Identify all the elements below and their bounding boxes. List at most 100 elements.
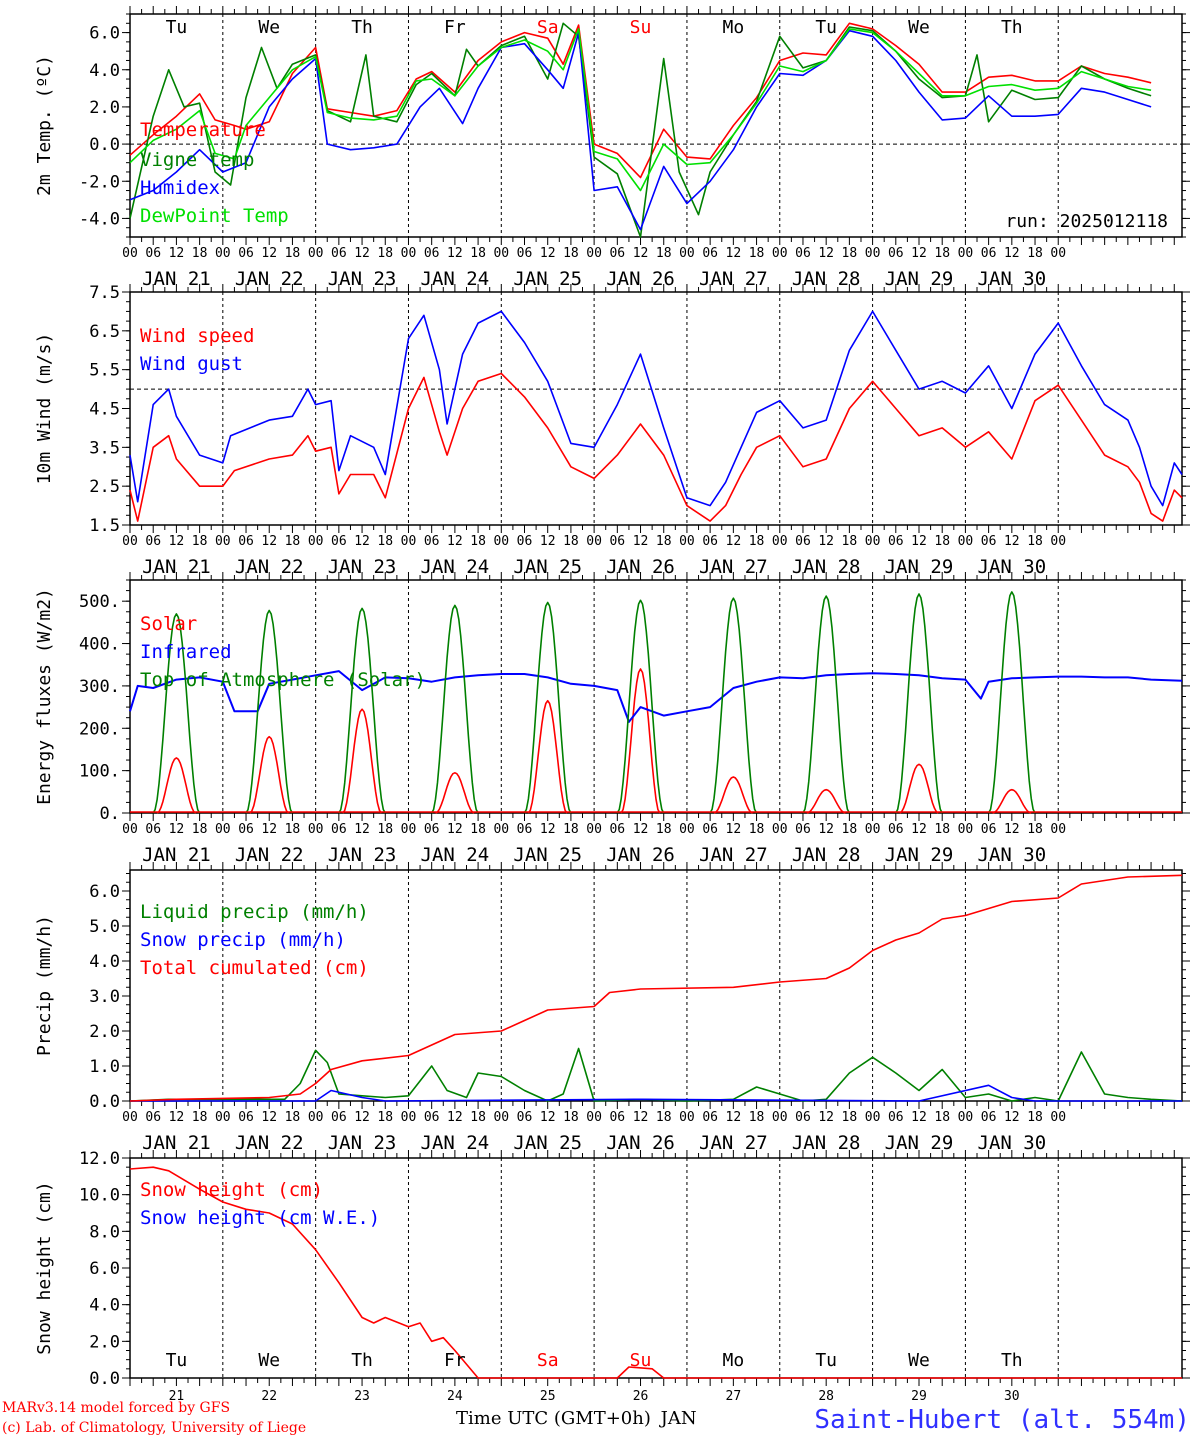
hour-tick-label: 18 bbox=[377, 822, 393, 837]
hour-tick-label: 18 bbox=[749, 1110, 765, 1125]
x-axis-label-month: JAN bbox=[659, 1408, 697, 1429]
hour-tick-label: 06 bbox=[702, 534, 718, 549]
panel-frame bbox=[129, 869, 1183, 1102]
hour-tick-label: 06 bbox=[331, 822, 347, 837]
legend-precip-1: Snow precip (mm/h) bbox=[140, 929, 346, 951]
day-number-label: 26 bbox=[633, 1389, 649, 1404]
y-tick-label: 1.5 bbox=[89, 516, 120, 536]
hour-tick-label: 06 bbox=[517, 822, 533, 837]
hour-tick-label: 00 bbox=[679, 534, 695, 549]
hour-tick-label: 06 bbox=[609, 246, 625, 261]
hour-tick-label: 12 bbox=[261, 1110, 277, 1125]
series-total-cumulated-cm bbox=[129, 874, 1183, 1102]
day-label: JAN 24 bbox=[421, 556, 490, 578]
hour-tick-label: 18 bbox=[192, 246, 208, 261]
hour-tick-label: 18 bbox=[285, 246, 301, 261]
weekday-label: Fr bbox=[444, 1350, 466, 1371]
day-number-label: 23 bbox=[354, 1389, 370, 1404]
hour-tick-label: 00 bbox=[958, 246, 974, 261]
hour-tick-label: 06 bbox=[795, 822, 811, 837]
hour-tick-label: 18 bbox=[563, 534, 579, 549]
day-label: JAN 26 bbox=[606, 1132, 675, 1154]
y-tick-label: 2.0 bbox=[89, 1022, 120, 1042]
y-tick-label: 3.0 bbox=[89, 987, 120, 1007]
hour-tick-label: 12 bbox=[447, 1110, 463, 1125]
weekday-label: Th bbox=[351, 17, 373, 38]
weekday-label: We bbox=[908, 1350, 930, 1371]
y-tick-label: 4.0 bbox=[89, 1296, 120, 1316]
hour-tick-label: 18 bbox=[934, 246, 950, 261]
day-label: JAN 24 bbox=[421, 268, 490, 290]
hour-tick-label: 00 bbox=[493, 822, 509, 837]
day-label: JAN 29 bbox=[885, 268, 954, 290]
hour-tick-label: 00 bbox=[493, 1110, 509, 1125]
hour-tick-label: 00 bbox=[401, 822, 417, 837]
hour-tick-label: 12 bbox=[818, 246, 834, 261]
hour-tick-label: 06 bbox=[981, 246, 997, 261]
hour-tick-label: 06 bbox=[888, 246, 904, 261]
y-tick-label: 4.5 bbox=[89, 400, 120, 420]
series-dewpoint-temp bbox=[129, 28, 1152, 192]
hour-tick-label: 12 bbox=[633, 534, 649, 549]
hour-tick-label: 12 bbox=[633, 822, 649, 837]
hour-tick-label: 00 bbox=[215, 534, 231, 549]
hour-tick-label: 12 bbox=[633, 1110, 649, 1125]
hour-tick-label: 12 bbox=[818, 534, 834, 549]
hour-tick-label: 06 bbox=[702, 246, 718, 261]
legend-snow-0: Snow height (cm) bbox=[140, 1179, 323, 1201]
hour-tick-label: 18 bbox=[377, 246, 393, 261]
hour-tick-label: 00 bbox=[401, 1110, 417, 1125]
y-tick-label: 12.0 bbox=[79, 1149, 120, 1169]
legend-temp-0: Temperature bbox=[140, 119, 266, 141]
hour-tick-label: 00 bbox=[958, 1110, 974, 1125]
day-label: JAN 27 bbox=[699, 844, 768, 866]
hour-tick-label: 06 bbox=[981, 1110, 997, 1125]
series-temperature bbox=[129, 22, 1152, 179]
day-label: JAN 30 bbox=[978, 268, 1047, 290]
day-label: JAN 21 bbox=[142, 1132, 211, 1154]
hour-tick-label: 06 bbox=[145, 246, 161, 261]
hour-tick-label: 06 bbox=[331, 246, 347, 261]
legend-temp-1: Vigne temp bbox=[140, 149, 254, 171]
hour-tick-label: 06 bbox=[238, 246, 254, 261]
hour-tick-label: 00 bbox=[1050, 534, 1066, 549]
weekday-label: Th bbox=[351, 1350, 373, 1371]
weekday-label: Th bbox=[1001, 17, 1023, 38]
hour-tick-label: 06 bbox=[238, 1110, 254, 1125]
hour-tick-label: 00 bbox=[586, 534, 602, 549]
hour-tick-label: 18 bbox=[377, 1110, 393, 1125]
hour-tick-label: 12 bbox=[447, 246, 463, 261]
hour-tick-label: 18 bbox=[1027, 534, 1043, 549]
legend-energy-1: Infrared bbox=[140, 641, 232, 663]
weekday-label: Mo bbox=[723, 1350, 745, 1371]
hour-tick-label: 00 bbox=[679, 1110, 695, 1125]
weekday-label: Sa bbox=[537, 1350, 559, 1371]
hour-tick-label: 06 bbox=[238, 822, 254, 837]
hour-tick-label: 18 bbox=[934, 1110, 950, 1125]
legend-precip-2: Total cumulated (cm) bbox=[140, 957, 369, 979]
hour-tick-label: 06 bbox=[888, 822, 904, 837]
x-axis-label: Time UTC (GMT+0h) JAN bbox=[456, 1408, 697, 1429]
hour-tick-label: 12 bbox=[818, 1110, 834, 1125]
hour-tick-label: 00 bbox=[215, 246, 231, 261]
series-wind-gust bbox=[129, 310, 1183, 507]
series-snow-precip-mm-h bbox=[130, 1084, 1182, 1102]
hour-tick-label: 18 bbox=[192, 534, 208, 549]
series-humidex bbox=[129, 29, 1152, 231]
hour-tick-label: 12 bbox=[911, 246, 927, 261]
day-number-label: 29 bbox=[911, 1389, 927, 1404]
hour-tick-label: 12 bbox=[540, 246, 556, 261]
hour-tick-label: 12 bbox=[726, 534, 742, 549]
hour-tick-label: 00 bbox=[679, 822, 695, 837]
day-label: JAN 27 bbox=[699, 268, 768, 290]
hour-tick-label: 00 bbox=[1050, 822, 1066, 837]
hour-tick-label: 00 bbox=[1050, 1110, 1066, 1125]
hour-tick-label: 12 bbox=[354, 1110, 370, 1125]
y-tick-label: 6.0 bbox=[89, 882, 120, 902]
hour-tick-label: 06 bbox=[702, 1110, 718, 1125]
panel-frame bbox=[129, 13, 1183, 238]
hour-tick-label: 18 bbox=[470, 534, 486, 549]
hour-tick-label: 12 bbox=[169, 822, 185, 837]
y-tick-label: 8.0 bbox=[89, 1222, 120, 1242]
hour-tick-label: 06 bbox=[145, 534, 161, 549]
